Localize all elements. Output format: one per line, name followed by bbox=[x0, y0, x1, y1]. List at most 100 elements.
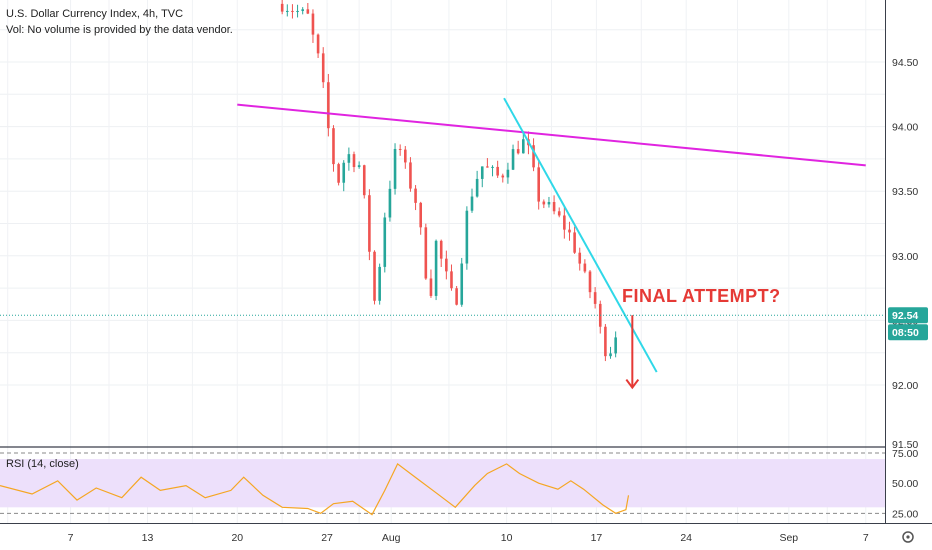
candle-body bbox=[609, 353, 612, 357]
descending-trendline[interactable] bbox=[503, 97, 658, 373]
candle-body bbox=[480, 166, 484, 179]
symbol-title: U.S. Dollar Currency Index, 4h, TVC bbox=[6, 8, 184, 20]
candle-body bbox=[542, 201, 546, 205]
last-price-label: 92.54 bbox=[892, 310, 918, 322]
time-axis-tick-label: 7 bbox=[863, 532, 869, 544]
candle-body bbox=[306, 9, 310, 14]
candle-body bbox=[301, 9, 304, 11]
time-axis-tick-label: 20 bbox=[231, 532, 243, 544]
candle-body bbox=[568, 229, 571, 233]
rsi-indicator-label[interactable]: RSI (14, close) bbox=[6, 458, 79, 470]
candle-body bbox=[311, 13, 315, 35]
candle-body bbox=[552, 201, 556, 212]
candle-body bbox=[573, 232, 576, 253]
settings-gear-icon[interactable] bbox=[902, 531, 914, 543]
candle-body bbox=[373, 251, 376, 301]
candle-body bbox=[532, 145, 535, 168]
price-axis-tick-label: 92.00 bbox=[892, 380, 918, 392]
candle-body bbox=[470, 196, 474, 211]
last-price-badge bbox=[888, 307, 928, 324]
plot-background bbox=[0, 0, 885, 523]
candle-body bbox=[506, 169, 510, 178]
time-axis-tick-label: 13 bbox=[142, 532, 154, 544]
candle-body bbox=[445, 258, 448, 272]
candle-body bbox=[414, 188, 417, 203]
candle-body bbox=[347, 154, 351, 163]
candle-body bbox=[434, 240, 438, 296]
candle-body bbox=[522, 139, 525, 154]
price-axis-background bbox=[885, 0, 932, 550]
time-axis-tick-label: 27 bbox=[321, 532, 333, 544]
price-axis-tick-label: 94.50 bbox=[892, 57, 918, 69]
candle-body bbox=[388, 188, 392, 218]
rsi-axis-tick-label: 50.00 bbox=[892, 478, 918, 490]
candle-body bbox=[557, 211, 561, 216]
candle-body bbox=[450, 271, 453, 289]
candle-body bbox=[516, 149, 520, 154]
candle-body bbox=[455, 288, 458, 305]
candle-body bbox=[614, 337, 617, 354]
candle-body bbox=[357, 165, 361, 168]
candle-body bbox=[419, 202, 422, 228]
price-axis-tick-label: 91.50 bbox=[892, 439, 918, 451]
rsi-line bbox=[0, 462, 630, 516]
candle-body bbox=[537, 167, 540, 202]
candle-body bbox=[593, 292, 597, 304]
countdown-label: 08:50 bbox=[892, 327, 919, 339]
time-axis-tick-label: Sep bbox=[779, 532, 798, 544]
final-attempt-annotation[interactable]: FINAL ATTEMPT? bbox=[622, 286, 781, 306]
rsi-band bbox=[0, 459, 885, 508]
time-axis-tick-label: Aug bbox=[382, 532, 401, 544]
candle-body bbox=[563, 215, 566, 230]
candle-body bbox=[321, 53, 325, 83]
time-axis-background bbox=[0, 523, 932, 550]
candle-body bbox=[368, 195, 371, 252]
candle-body bbox=[337, 164, 340, 183]
drawing-annotations: FINAL ATTEMPT? bbox=[0, 97, 885, 390]
candle-body bbox=[460, 263, 464, 305]
candle-body bbox=[332, 128, 335, 165]
time-axis-tick-label: 24 bbox=[680, 532, 692, 544]
countdown-badge bbox=[888, 324, 928, 341]
settings-gear-icon-center bbox=[906, 535, 910, 539]
down-arrow-head[interactable] bbox=[625, 378, 640, 390]
grid-lines bbox=[0, 0, 885, 523]
candle-body bbox=[291, 10, 294, 12]
candle-body bbox=[404, 149, 407, 163]
candle-body bbox=[429, 278, 433, 296]
candle-body bbox=[588, 271, 592, 293]
horizontal-resistance-trendline[interactable] bbox=[237, 103, 866, 167]
rsi-axis-tick-label: 75.00 bbox=[892, 448, 918, 460]
time-axis-tick-label: 7 bbox=[68, 532, 74, 544]
candle-body bbox=[604, 326, 607, 357]
candle-body bbox=[496, 166, 499, 176]
rsi-panel bbox=[0, 446, 932, 516]
candle-body bbox=[465, 210, 469, 264]
candle-body bbox=[424, 227, 428, 279]
candle-body bbox=[511, 149, 515, 170]
candle-body bbox=[491, 166, 494, 168]
candle-body bbox=[393, 148, 397, 189]
candle-body bbox=[486, 166, 489, 168]
candle-body bbox=[362, 165, 366, 196]
candle-body bbox=[547, 201, 551, 205]
candle-body bbox=[342, 162, 346, 183]
candle-body bbox=[501, 175, 505, 178]
time-axis-tick-label: 17 bbox=[591, 532, 603, 544]
candle-body bbox=[280, 3, 284, 12]
candle-body bbox=[352, 154, 356, 168]
candle-body bbox=[409, 162, 412, 189]
price-axis-tick-label: 93.50 bbox=[892, 186, 918, 198]
rsi-axis-tick-label: 25.00 bbox=[892, 508, 918, 520]
candle-body bbox=[383, 217, 387, 267]
candle-body bbox=[296, 10, 299, 12]
time-axis-tick-label: 10 bbox=[501, 532, 513, 544]
price-axis-tick-label: 94.00 bbox=[892, 122, 918, 134]
candle-body bbox=[286, 10, 289, 12]
candle-body bbox=[578, 252, 582, 264]
candle-body bbox=[583, 263, 587, 272]
price-axis-tick-label: 93.00 bbox=[892, 251, 918, 263]
volume-note: Vol: No volume is provided by the data v… bbox=[6, 24, 233, 36]
